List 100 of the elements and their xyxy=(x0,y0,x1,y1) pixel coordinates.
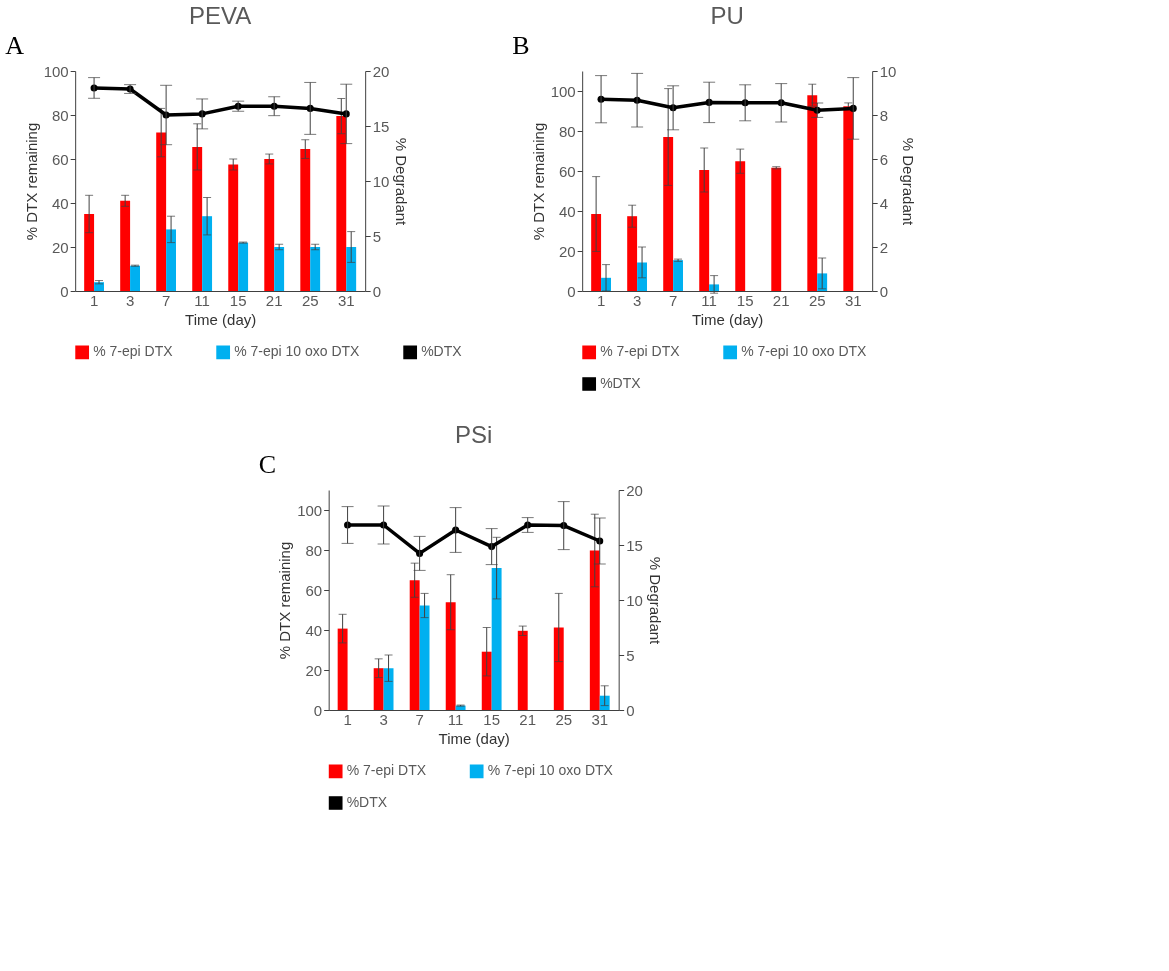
y-axis-title: % DTX remaining xyxy=(529,122,547,241)
bar xyxy=(337,628,348,710)
y-tick-label: 40 xyxy=(51,194,69,212)
y2-tick-label: 5 xyxy=(372,227,381,245)
bar xyxy=(481,651,492,710)
y-tick-label: 0 xyxy=(567,282,576,300)
legend-label: % 7-epi DTX xyxy=(346,762,427,779)
text: A xyxy=(5,31,25,60)
legend-label: % 7-epi 10 oxo DTX xyxy=(487,762,614,779)
x-tick-label: 31 xyxy=(591,710,609,728)
x-tick-label: 11 xyxy=(194,291,210,309)
y-axis-title: % DTX remaining xyxy=(276,541,294,660)
x-tick-label: 15 xyxy=(229,291,247,309)
bar xyxy=(663,137,674,291)
bar xyxy=(192,146,203,291)
bar xyxy=(383,668,394,710)
y-tick-label: 60 xyxy=(558,162,576,180)
y2-tick-label: 8 xyxy=(879,106,888,124)
y2-tick-label: 4 xyxy=(879,194,888,212)
bar xyxy=(445,602,456,710)
x-axis-title: Time (day) xyxy=(692,310,764,328)
chart-title: PEVA xyxy=(189,2,252,29)
y2-tick-label: 5 xyxy=(626,646,635,664)
bar xyxy=(771,167,782,291)
bar xyxy=(553,627,564,710)
y2-axis-title: % Degradant xyxy=(646,556,664,646)
bar xyxy=(673,260,684,291)
y2-tick-label: 15 xyxy=(372,117,390,135)
y2-tick-label: 2 xyxy=(879,238,888,256)
bar xyxy=(699,170,710,291)
bar xyxy=(238,242,249,291)
bar xyxy=(300,149,311,291)
x-tick-label: 1 xyxy=(596,291,606,309)
y-tick-label: 0 xyxy=(313,701,323,719)
y2-axis-title: % Degradant xyxy=(900,137,918,227)
y-tick-label: 80 xyxy=(305,541,323,559)
chart-title: PU xyxy=(710,2,744,29)
y2-tick-label: 0 xyxy=(372,282,381,300)
y-tick-label: 100 xyxy=(297,501,323,519)
x-tick-label: 7 xyxy=(161,291,171,309)
legend-label: % 7-epi 10 oxo DTX xyxy=(234,343,361,360)
x-tick-label: 15 xyxy=(736,291,754,309)
y-tick-label: 60 xyxy=(51,150,69,168)
y-tick-label: 80 xyxy=(558,122,576,140)
x-tick-label: 1 xyxy=(89,291,99,309)
bar xyxy=(517,630,528,710)
x-axis-title: Time (day) xyxy=(438,729,510,747)
y-tick-label: 0 xyxy=(60,282,69,300)
bar xyxy=(346,247,357,291)
y-tick-label: 20 xyxy=(558,242,576,260)
bar xyxy=(373,668,384,710)
legend-label: % 7-epi 10 oxo DTX xyxy=(741,343,868,360)
x-tick-label: 3 xyxy=(632,291,642,309)
y2-tick-label: 6 xyxy=(879,150,888,168)
x-tick-label: 21 xyxy=(519,710,537,728)
x-tick-label: 3 xyxy=(125,291,135,309)
x-tick-label: 11 xyxy=(447,710,464,728)
x-tick-label: 7 xyxy=(415,710,424,728)
y-tick-label: 60 xyxy=(305,581,323,599)
y-tick-label: 100 xyxy=(43,62,69,80)
y2-tick-label: 10 xyxy=(626,591,643,609)
bar xyxy=(409,580,420,710)
y2-tick-label: 20 xyxy=(372,62,390,80)
legend-label: % 7-epi DTX xyxy=(93,343,174,360)
x-tick-label: 15 xyxy=(483,710,501,728)
bar xyxy=(120,200,131,291)
x-axis-title: Time (day) xyxy=(185,310,257,328)
legend-label: % 7-epi DTX xyxy=(600,343,681,360)
bar xyxy=(228,164,239,291)
legend-label: %DTX xyxy=(600,375,642,391)
y-tick-label: 40 xyxy=(305,621,323,639)
y-tick-label: 20 xyxy=(51,238,69,256)
legend-label: %DTX xyxy=(421,343,463,360)
bar xyxy=(735,161,746,291)
x-tick-label: 31 xyxy=(337,291,355,309)
y-axis-title: % DTX remaining xyxy=(22,122,40,241)
y-tick-label: 80 xyxy=(51,106,69,124)
bar xyxy=(264,159,275,291)
x-tick-label: 25 xyxy=(555,710,573,728)
x-tick-label: 11 xyxy=(701,291,717,309)
y2-tick-label: 0 xyxy=(879,282,888,300)
y-tick-label: 100 xyxy=(550,82,576,100)
y2-tick-label: 10 xyxy=(879,62,897,80)
y2-tick-label: 10 xyxy=(372,172,390,190)
legend-label: %DTX xyxy=(346,794,388,810)
x-tick-label: 31 xyxy=(844,291,862,309)
x-tick-label: 25 xyxy=(301,291,319,309)
bar xyxy=(166,229,177,291)
x-tick-label: 21 xyxy=(772,291,790,309)
x-tick-label: 25 xyxy=(808,291,826,309)
bar xyxy=(130,265,140,291)
y2-axis-title: % Degradant xyxy=(393,137,411,227)
y2-tick-label: 20 xyxy=(626,481,643,499)
bar xyxy=(627,216,638,291)
bar xyxy=(202,216,213,291)
x-tick-label: 7 xyxy=(668,291,678,309)
y2-tick-label: 0 xyxy=(626,701,635,719)
x-tick-label: 21 xyxy=(265,291,283,309)
y2-tick-label: 15 xyxy=(626,536,643,554)
bar xyxy=(419,605,430,710)
